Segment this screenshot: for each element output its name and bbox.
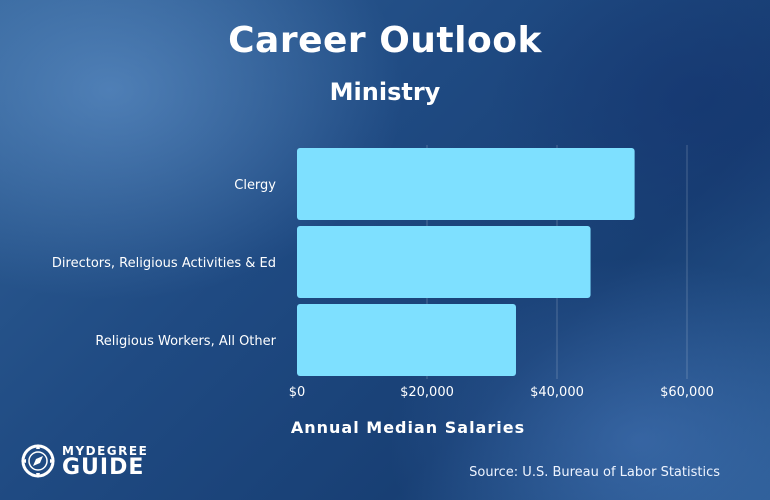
logo-text-bottom: GUIDE xyxy=(62,455,145,480)
source-note: Source: U.S. Bureau of Labor Statistics xyxy=(469,465,720,480)
bar xyxy=(297,148,635,220)
x-tick-label: $60,000 xyxy=(660,385,714,400)
x-axis-label: Annual Median Salaries xyxy=(290,418,526,437)
x-tick-label: $40,000 xyxy=(530,385,584,400)
compass-icon xyxy=(21,444,55,478)
logo-text-top: MYDEGREE xyxy=(62,444,149,458)
bar xyxy=(297,304,516,376)
chart-title: Career Outlook xyxy=(228,20,542,61)
bar xyxy=(297,226,591,298)
category-label: Directors, Religious Activities & Ed xyxy=(52,256,276,271)
mydegreeguide-logo: MYDEGREE GUIDE xyxy=(20,441,180,485)
chart-subtitle: Ministry xyxy=(329,78,441,106)
x-tick-label: $20,000 xyxy=(400,385,454,400)
category-label: Religious Workers, All Other xyxy=(95,334,276,349)
x-tick-label: $0 xyxy=(289,385,306,400)
bar-chart: Clergy Directors, Religious Activities & … xyxy=(52,148,714,400)
category-label: Clergy xyxy=(234,178,276,193)
